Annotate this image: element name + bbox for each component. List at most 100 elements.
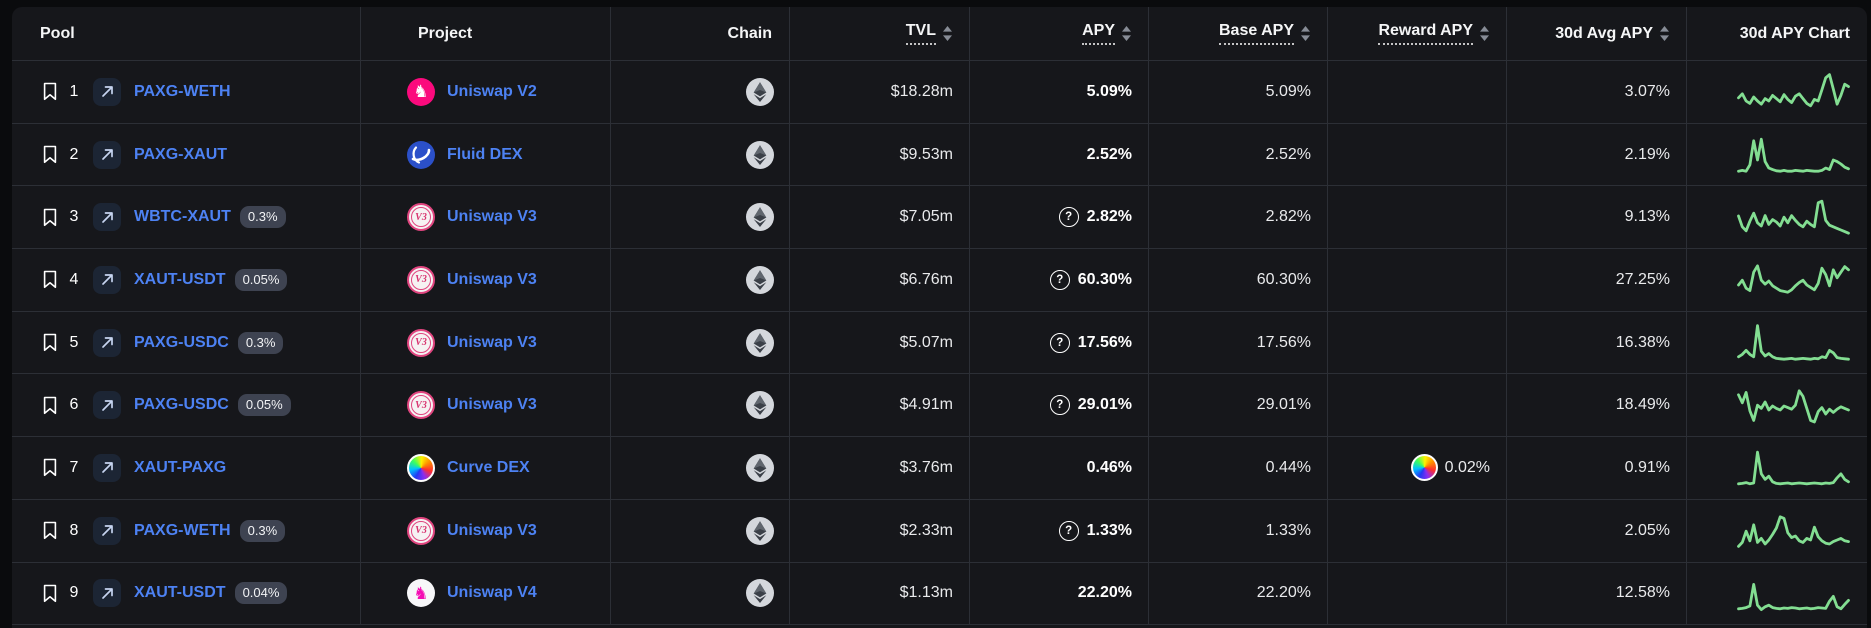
pool-link[interactable]: PAXG-USDC [134, 333, 229, 351]
pool-rank: 4 [69, 270, 79, 288]
uniswap-v3-icon: V3 [407, 391, 435, 420]
pool-link[interactable]: XAUT-USDT [134, 270, 226, 288]
project-cell: ♞ V3 ♞ Curve DEX [361, 437, 611, 499]
reward-apy-cell [1328, 123, 1507, 186]
tvl-value: $4.91m [790, 374, 970, 437]
apy-cell: ? 60.30% [970, 249, 1149, 311]
sort-icon[interactable] [943, 26, 952, 41]
avg-apy-30d-value: 12.58% [1507, 562, 1687, 625]
open-pool-button[interactable] [93, 328, 121, 357]
column-header-reward_apy[interactable]: Reward APY [1328, 7, 1507, 60]
bookmark-icon[interactable] [42, 458, 58, 477]
open-pool-button[interactable] [93, 579, 121, 608]
avg-apy-30d-value: 27.25% [1507, 249, 1687, 311]
project-link[interactable]: Fluid DEX [447, 145, 523, 163]
open-pool-button[interactable] [93, 516, 121, 545]
bookmark-icon[interactable] [42, 270, 58, 289]
apy-tooltip-icon[interactable]: ? [1058, 207, 1079, 228]
pool-link[interactable]: WBTC-XAUT [134, 208, 231, 226]
column-header-chain: Chain [611, 7, 790, 60]
apy-cell: ? 2.82% [970, 186, 1149, 249]
column-header-avg_apy_30d[interactable]: 30d Avg APY [1507, 7, 1687, 60]
apy-tooltip-icon[interactable]: ? [1049, 395, 1070, 416]
base-apy-value: 17.56% [1149, 311, 1328, 374]
project-link[interactable]: Uniswap V3 [447, 521, 537, 539]
project-link[interactable]: Uniswap V4 [447, 584, 537, 602]
pool-link[interactable]: XAUT-USDT [134, 584, 226, 602]
base-apy-value: 0.44% [1149, 437, 1328, 499]
pool-cell: 8 PAXG-WETH 0.3% [12, 499, 361, 562]
project-link[interactable]: Uniswap V3 [447, 333, 537, 351]
sort-icon[interactable] [1122, 26, 1131, 41]
apy-cell: ? 1.33% [970, 499, 1149, 562]
apy-tooltip-icon[interactable]: ? [1049, 269, 1070, 290]
bookmark-icon[interactable] [42, 145, 58, 164]
ethereum-icon [746, 77, 774, 106]
tvl-value: $5.07m [790, 311, 970, 374]
ethereum-icon [746, 140, 774, 169]
base-apy-value: 29.01% [1149, 374, 1328, 437]
open-pool-button[interactable] [93, 140, 121, 169]
pool-link[interactable]: XAUT-PAXG [134, 458, 227, 476]
bookmark-icon[interactable] [42, 333, 58, 352]
ethereum-icon [746, 579, 774, 608]
column-header-tvl[interactable]: TVL [790, 7, 970, 60]
chain-cell [611, 61, 790, 123]
table-row: 4 XAUT-USDT 0.05% ♞ V3 ♞ Uniswap V3 [12, 249, 1867, 312]
open-pool-button[interactable] [93, 265, 121, 294]
tvl-value: $7.05m [790, 186, 970, 249]
project-link[interactable]: Uniswap V3 [447, 396, 537, 414]
apy-chart-cell [1687, 186, 1867, 248]
bookmark-icon[interactable] [42, 396, 58, 415]
reward-apy-cell [1328, 61, 1507, 123]
column-header-label: 30d Avg APY [1555, 24, 1653, 42]
apy-chart-cell [1687, 124, 1867, 186]
apy-sparkline-chart [1737, 515, 1850, 548]
apy-chart-cell [1687, 563, 1867, 625]
project-cell: ♞ V3 ♞ Uniswap V3 [361, 249, 611, 311]
apy-chart-cell [1687, 249, 1867, 311]
column-header-pool: Pool [12, 7, 361, 60]
pool-link[interactable]: PAXG-USDC [134, 396, 229, 414]
column-header-label: Project [418, 24, 473, 42]
column-header-label: TVL [905, 22, 936, 45]
apy-value: 0.46% [1086, 458, 1132, 476]
chain-cell [611, 186, 790, 249]
bookmark-icon[interactable] [42, 521, 58, 540]
pool-cell: 6 PAXG-USDC 0.05% [12, 374, 361, 437]
project-link[interactable]: Uniswap V3 [447, 208, 537, 226]
open-pool-button[interactable] [93, 453, 121, 482]
bookmark-icon[interactable] [42, 82, 58, 101]
open-pool-button[interactable] [93, 203, 121, 232]
open-pool-button[interactable] [93, 77, 121, 106]
apy-tooltip-icon[interactable]: ? [1049, 332, 1070, 353]
sort-icon[interactable] [1301, 26, 1310, 41]
chain-cell [611, 374, 790, 437]
pool-link[interactable]: PAXG-WETH [134, 82, 231, 100]
apy-tooltip-icon[interactable]: ? [1058, 520, 1079, 541]
chain-cell [611, 123, 790, 186]
project-cell: ♞ V3 ♞ Fluid DEX [361, 123, 611, 186]
bookmark-icon[interactable] [42, 584, 58, 603]
project-link[interactable]: Uniswap V2 [447, 82, 537, 100]
uniswap-v4-icon: ♞ [407, 579, 435, 608]
apy-sparkline-chart [1737, 583, 1850, 612]
pool-link[interactable]: PAXG-XAUT [134, 145, 228, 163]
table-row: 8 PAXG-WETH 0.3% ♞ V3 ♞ Uniswap V3 [12, 499, 1867, 563]
bookmark-icon[interactable] [42, 208, 58, 227]
sort-icon[interactable] [1660, 26, 1669, 41]
pool-link[interactable]: PAXG-WETH [134, 521, 231, 539]
project-link[interactable]: Uniswap V3 [447, 270, 537, 288]
chain-cell [611, 311, 790, 374]
reward-token-curve-icon [1410, 454, 1438, 482]
project-link[interactable]: Curve DEX [447, 458, 530, 476]
apy-cell: ? 29.01% [970, 374, 1149, 437]
pool-rank: 9 [69, 584, 79, 602]
apy-sparkline-chart [1737, 73, 1850, 108]
column-header-apy[interactable]: APY [970, 7, 1149, 60]
sort-icon[interactable] [1480, 26, 1489, 41]
pool-cell: 4 XAUT-USDT 0.05% [12, 249, 361, 311]
column-header-base_apy[interactable]: Base APY [1149, 7, 1328, 60]
column-header-label: APY [1082, 22, 1115, 45]
open-pool-button[interactable] [93, 391, 121, 420]
